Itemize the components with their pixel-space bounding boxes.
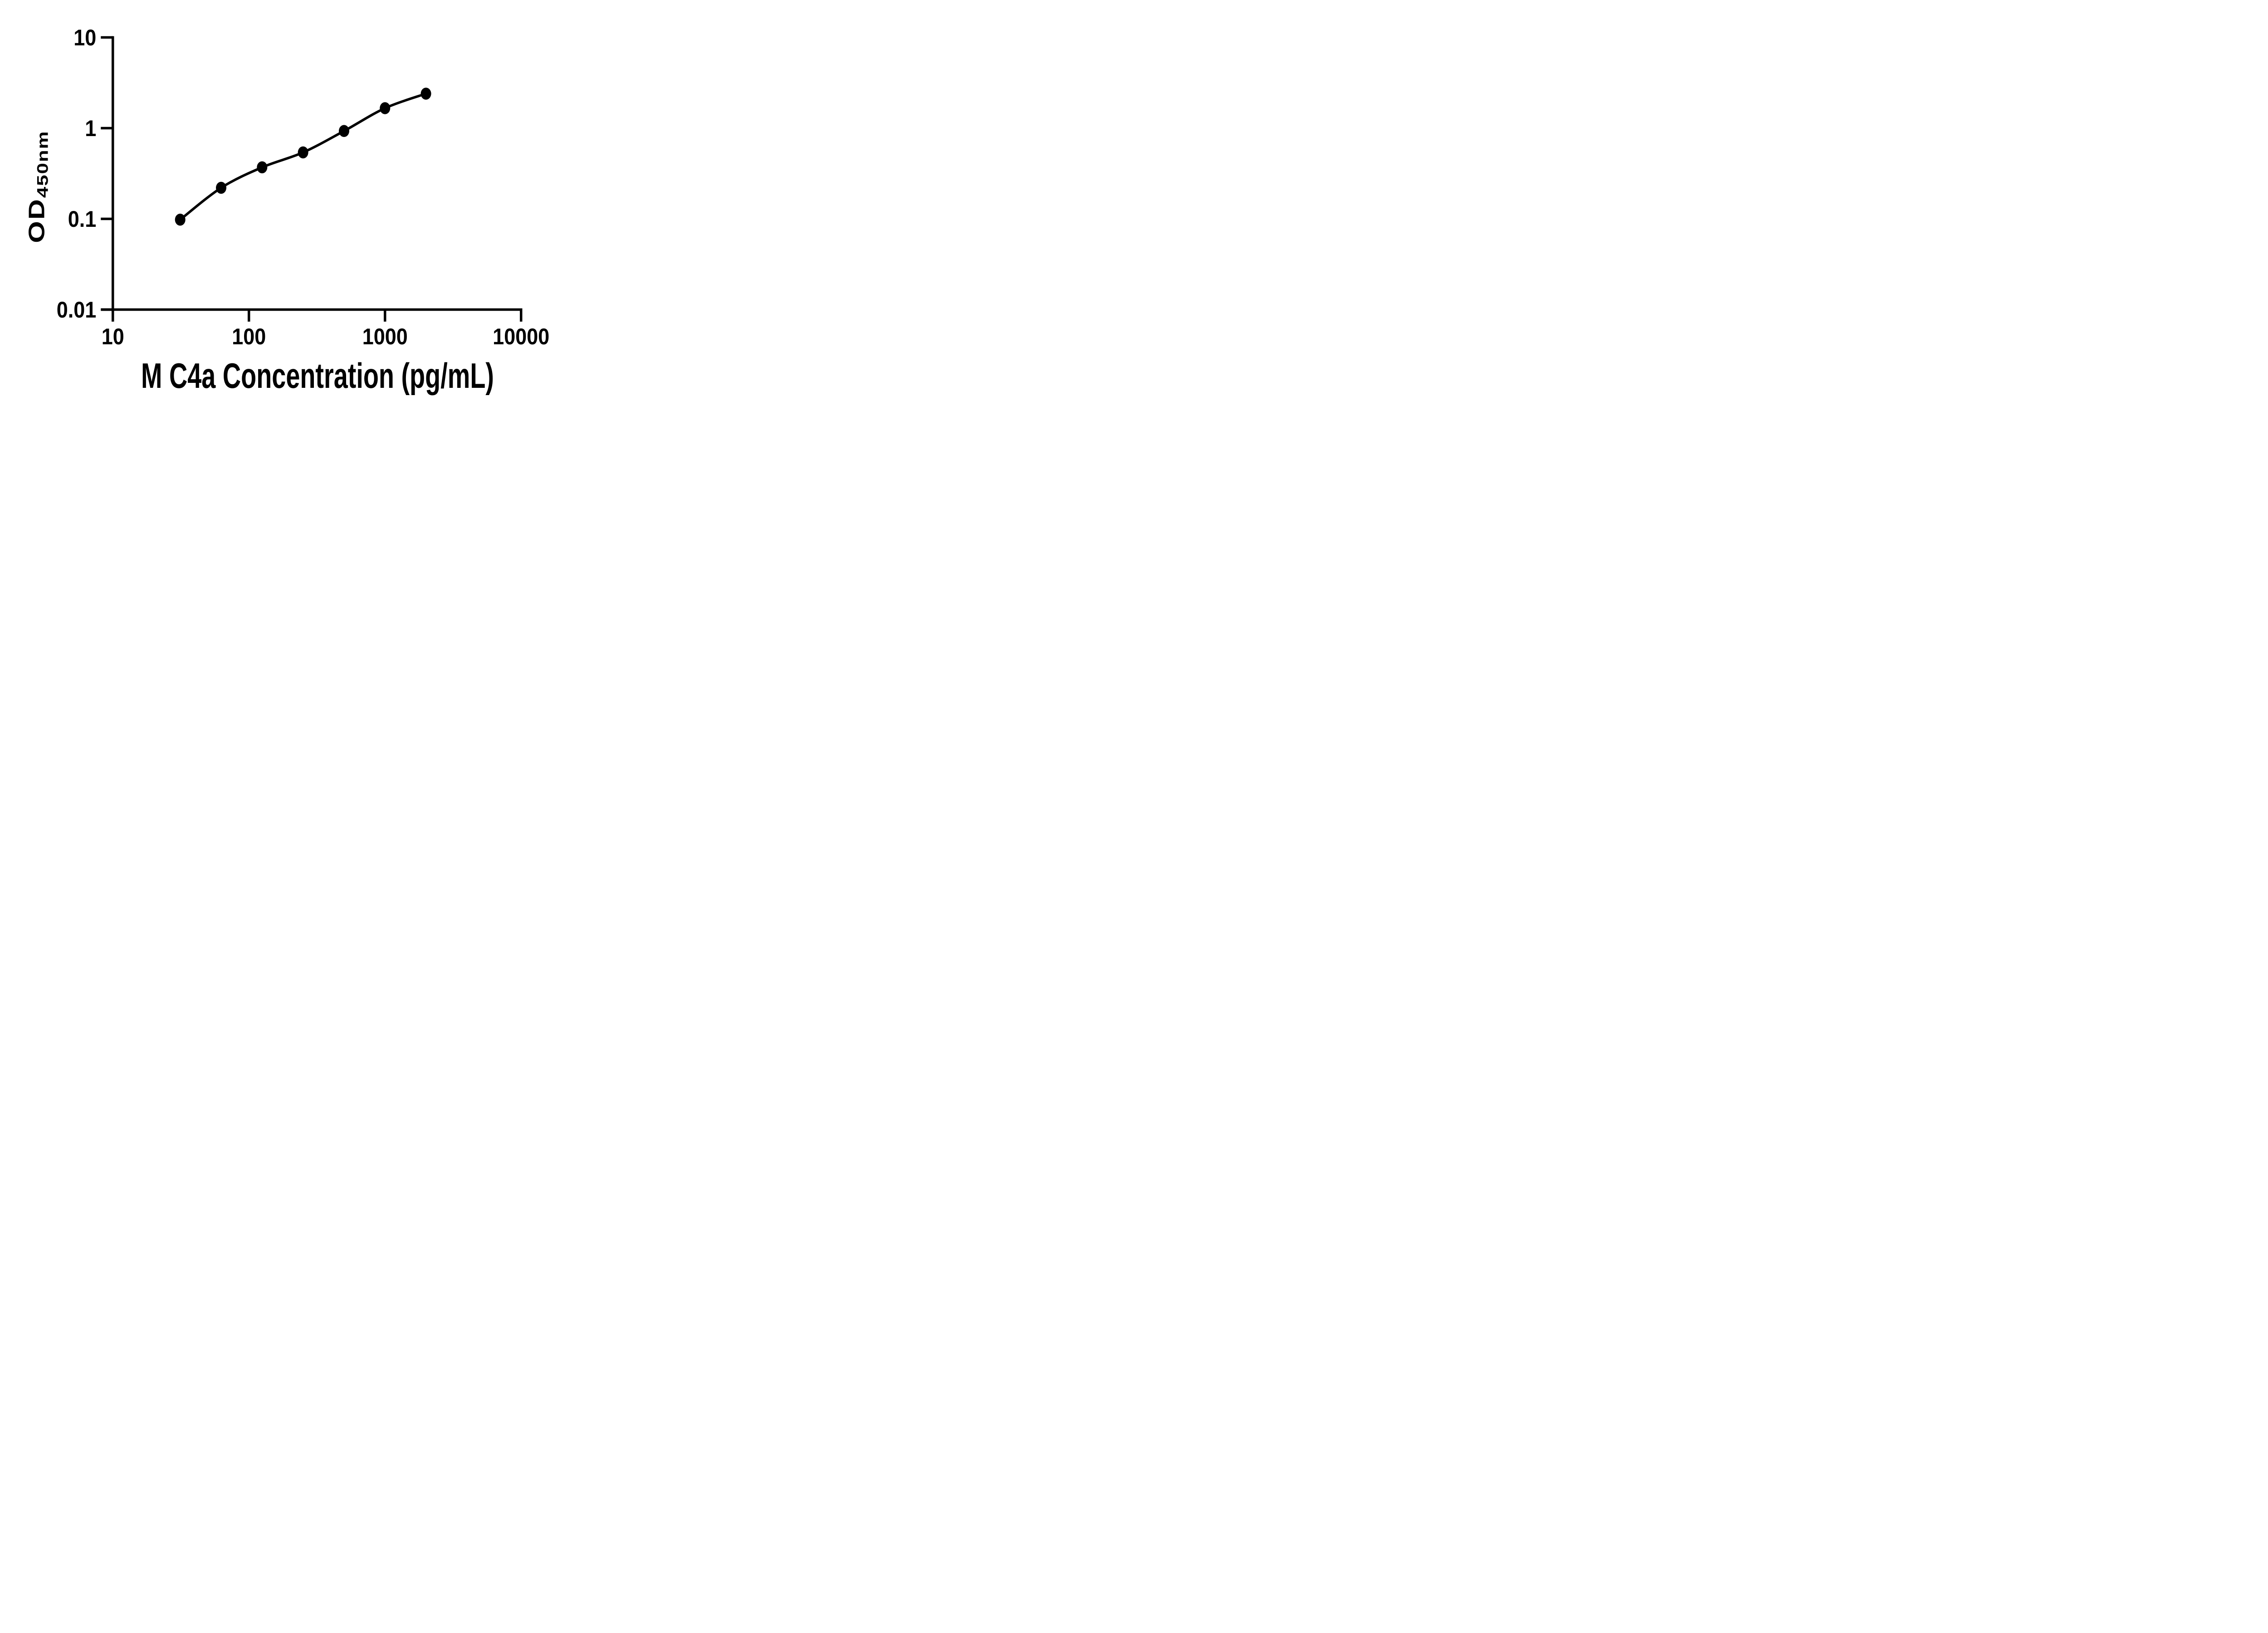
y-axis-ticks (101, 36, 113, 311)
y-axis-title: OD450nm (24, 131, 51, 243)
data-point-500pgml (338, 125, 349, 137)
standard-curve-plot: 10 1 0.1 0.01 10 100 1000 10000 M C4a Concentr… (24, 25, 550, 396)
y-tick-label-0.01: 0.01 (57, 298, 97, 323)
y-tick-label-0.1: 0.1 (68, 207, 97, 232)
y-axis-title-main: OD (24, 198, 49, 243)
x-tick-label-100: 100 (232, 324, 266, 350)
data-point-markers (175, 88, 431, 226)
y-axis-title-subscript: 450nm (34, 131, 51, 198)
data-point-2000pgml (420, 88, 431, 100)
y-tick-label-1: 1 (85, 116, 96, 142)
y-axis-tick-labels: 10 1 0.1 0.01 (57, 25, 97, 323)
data-point-62.5pgml (216, 181, 227, 194)
x-axis-tick-labels: 10 100 1000 10000 (102, 324, 550, 350)
elisa-standard-curve-figure: 10 1 0.1 0.01 10 100 1000 10000 M C4a Concentr… (0, 0, 583, 408)
y-tick-label-10: 10 (73, 25, 96, 51)
x-axis-title: M C4a Concentration (pg/mL) (141, 357, 494, 396)
data-point-31.25pgml (175, 214, 186, 226)
x-tick-label-1000: 1000 (362, 324, 408, 350)
data-point-1000pgml (380, 102, 391, 114)
x-tick-label-10: 10 (102, 324, 124, 350)
x-tick-label-10000: 10000 (493, 324, 549, 350)
x-axis-ticks (112, 309, 523, 322)
data-point-250pgml (298, 146, 308, 159)
data-point-125pgml (257, 161, 268, 174)
